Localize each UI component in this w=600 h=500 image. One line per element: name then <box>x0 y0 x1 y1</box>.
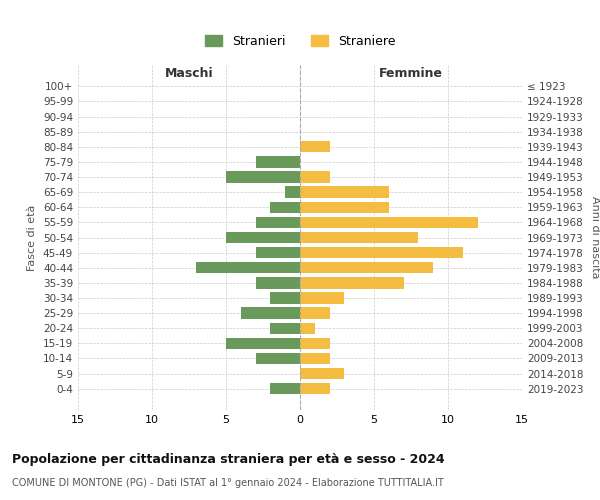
Bar <box>226 338 300 349</box>
Bar <box>271 202 300 213</box>
Bar <box>256 216 300 228</box>
Bar <box>256 156 300 168</box>
Bar <box>271 383 300 394</box>
Bar <box>300 216 478 228</box>
Bar <box>300 368 344 379</box>
Y-axis label: Fasce di età: Fasce di età <box>28 204 37 270</box>
Bar <box>226 172 300 182</box>
Bar <box>300 202 389 213</box>
Text: Maschi: Maschi <box>164 67 214 80</box>
Bar <box>241 308 300 318</box>
Bar <box>300 353 329 364</box>
Bar <box>300 338 329 349</box>
Legend: Stranieri, Straniere: Stranieri, Straniere <box>199 30 401 53</box>
Bar <box>300 247 463 258</box>
Bar <box>300 322 315 334</box>
Bar <box>300 383 329 394</box>
Bar <box>300 141 329 152</box>
Bar <box>196 262 300 274</box>
Bar <box>300 232 418 243</box>
Bar <box>271 292 300 304</box>
Text: COMUNE DI MONTONE (PG) - Dati ISTAT al 1° gennaio 2024 - Elaborazione TUTTITALIA: COMUNE DI MONTONE (PG) - Dati ISTAT al 1… <box>12 478 444 488</box>
Bar <box>226 232 300 243</box>
Bar <box>300 262 433 274</box>
Bar <box>300 172 329 182</box>
Bar <box>300 292 344 304</box>
Bar <box>256 247 300 258</box>
Bar <box>300 308 329 318</box>
Bar <box>256 277 300 288</box>
Bar <box>256 353 300 364</box>
Bar <box>285 186 300 198</box>
Text: Popolazione per cittadinanza straniera per età e sesso - 2024: Popolazione per cittadinanza straniera p… <box>12 452 445 466</box>
Bar <box>271 322 300 334</box>
Bar <box>300 277 404 288</box>
Bar <box>300 186 389 198</box>
Y-axis label: Anni di nascita: Anni di nascita <box>590 196 600 279</box>
Text: Femmine: Femmine <box>379 67 443 80</box>
